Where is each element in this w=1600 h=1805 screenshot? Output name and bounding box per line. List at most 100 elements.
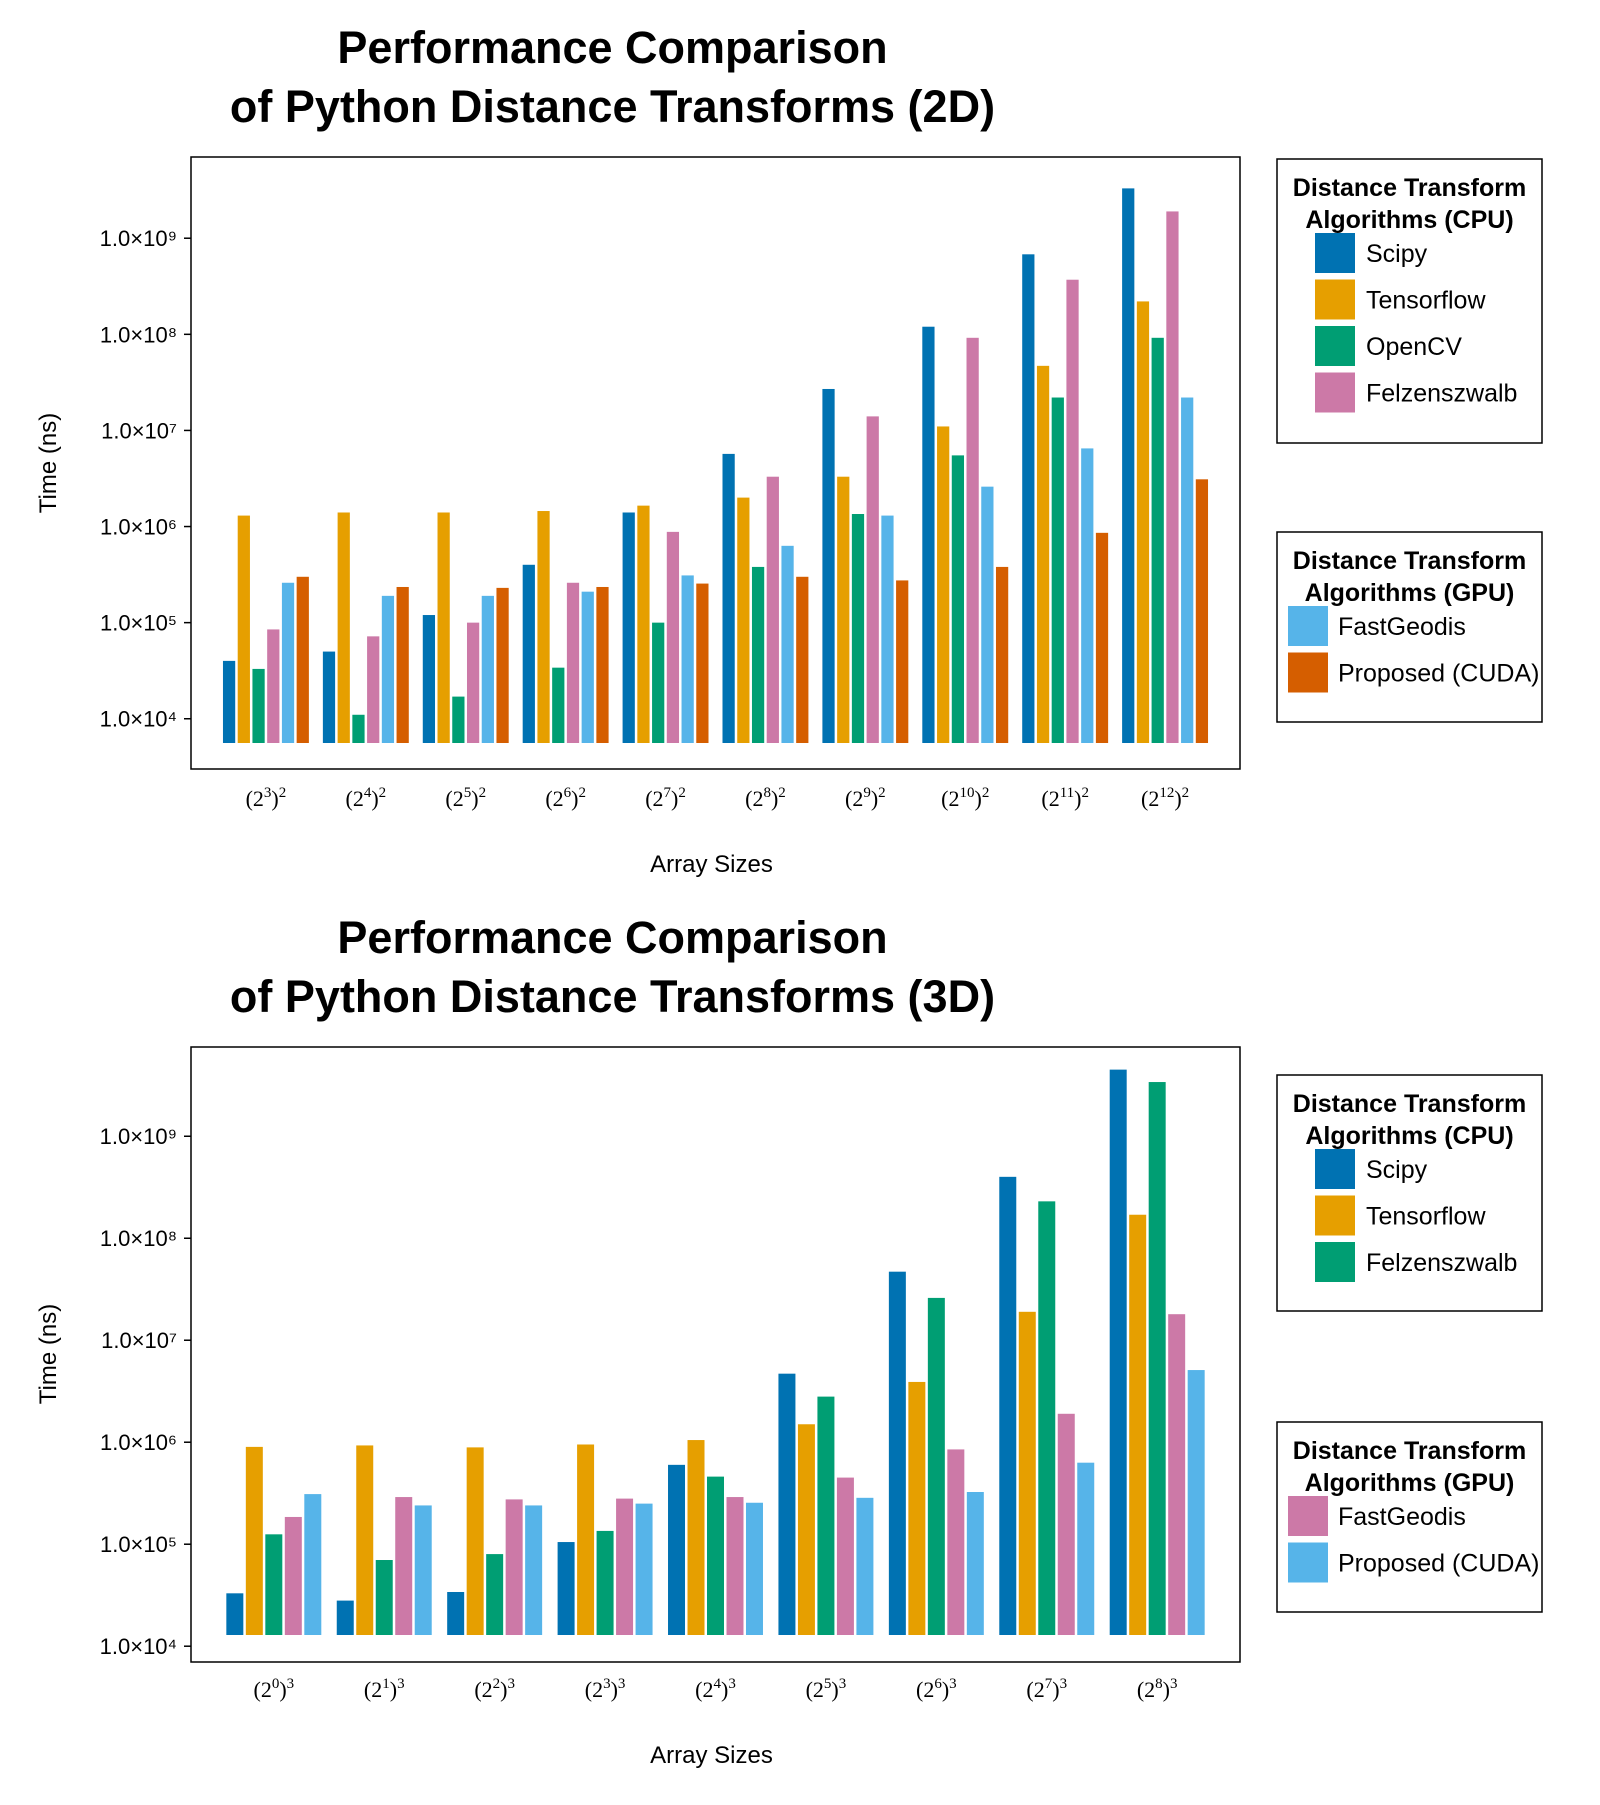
x-tick-paren: ( bbox=[346, 786, 353, 811]
x-tick-exp: 6 bbox=[934, 1676, 942, 1692]
y-tick-label: 1.0×10⁷ bbox=[101, 418, 177, 443]
bar-tensorflow bbox=[937, 426, 950, 743]
x-tick-base: 2 bbox=[482, 1677, 493, 1702]
x-tick-paren: ( bbox=[845, 786, 852, 811]
x-tick-exp: 11 bbox=[1060, 785, 1074, 801]
bar-fastgeodis bbox=[1081, 448, 1094, 743]
bar-scipy bbox=[822, 388, 835, 743]
bar-proposed-cuda bbox=[745, 1502, 763, 1635]
bar-felzenszwalb bbox=[966, 337, 979, 743]
x-tick-paren: ) bbox=[1174, 786, 1181, 811]
x-tick-power: 2 bbox=[1182, 785, 1190, 801]
x-tick-exp: 3 bbox=[603, 1676, 611, 1692]
bar-proposed-cuda bbox=[1095, 532, 1109, 743]
legend-title-line: Distance Transform bbox=[1293, 1437, 1526, 1465]
bar-proposed-cuda bbox=[496, 587, 509, 743]
x-tick-base: 2 bbox=[949, 786, 960, 811]
plot-frame bbox=[190, 1046, 1241, 1663]
x-tick-exp: 4 bbox=[364, 785, 372, 801]
bar-fastgeodis bbox=[781, 545, 794, 743]
x-tick-paren: ) bbox=[771, 786, 778, 811]
bar-proposed-cuda bbox=[1187, 1370, 1205, 1635]
x-tick-label: (24)2 bbox=[346, 785, 387, 811]
x-tick-base: 2 bbox=[1034, 1677, 1045, 1702]
bar-scipy bbox=[778, 1373, 796, 1635]
x-tick-exp: 8 bbox=[763, 785, 771, 801]
x-tick-power: 3 bbox=[1060, 1676, 1068, 1692]
x-tick-label: (27)3 bbox=[1026, 1676, 1067, 1702]
legend-label: FastGeodis bbox=[1338, 613, 1466, 641]
legend-label: Proposed (CUDA) bbox=[1338, 660, 1539, 688]
bar-opencv bbox=[552, 667, 565, 743]
legend-swatch bbox=[1315, 1195, 1355, 1236]
bar-opencv bbox=[1051, 397, 1064, 743]
y-tick-label: 1.0×10⁵ bbox=[100, 1532, 177, 1557]
y-tick-label: 1.0×10⁴ bbox=[100, 707, 177, 732]
x-tick-power: 2 bbox=[678, 785, 686, 801]
legend-title-line: Algorithms (GPU) bbox=[1305, 579, 1515, 607]
x-tick-base: 2 bbox=[752, 786, 763, 811]
x-tick-base: 2 bbox=[1049, 786, 1060, 811]
bar-tensorflow bbox=[537, 511, 550, 743]
bar-scipy bbox=[226, 1593, 244, 1635]
x-tick-power: 2 bbox=[982, 785, 990, 801]
x-tick-paren: ) bbox=[500, 1677, 507, 1702]
bar-felzenszwalb bbox=[596, 1530, 614, 1635]
legend-label: Proposed (CUDA) bbox=[1338, 1550, 1539, 1578]
bar-proposed-cuda bbox=[966, 1492, 984, 1635]
legend-swatch bbox=[1315, 326, 1355, 366]
x-tick-paren: ( bbox=[745, 786, 752, 811]
x-tick-paren: ) bbox=[1163, 1677, 1170, 1702]
legend-label: Tensorflow bbox=[1366, 1203, 1486, 1231]
y-tick-label: 1.0×10⁸ bbox=[100, 322, 177, 347]
legend-swatch bbox=[1315, 1242, 1355, 1282]
bar-fastgeodis bbox=[481, 595, 494, 743]
x-tick-paren: ) bbox=[721, 1677, 728, 1702]
x-tick-paren: ( bbox=[545, 786, 552, 811]
x-tick-paren: ) bbox=[271, 786, 278, 811]
legend-label: FastGeodis bbox=[1338, 1503, 1466, 1531]
legend-swatch bbox=[1315, 372, 1355, 413]
x-tick-paren: ) bbox=[942, 1677, 949, 1702]
x-tick-base: 2 bbox=[353, 786, 364, 811]
bar-scipy bbox=[1122, 188, 1135, 743]
x-tick-power: 2 bbox=[279, 785, 287, 801]
bar-proposed-cuda bbox=[396, 586, 409, 743]
bar-fastgeodis bbox=[836, 1477, 854, 1635]
legend-title-line: Algorithms (GPU) bbox=[1305, 1469, 1515, 1497]
x-tick-paren: ( bbox=[941, 786, 948, 811]
x-tick-paren: ( bbox=[695, 1677, 702, 1702]
bar-scipy bbox=[422, 615, 436, 743]
bar-tensorflow bbox=[245, 1446, 263, 1635]
bar-fastgeodis bbox=[1181, 397, 1194, 743]
bar-felzenszwalb bbox=[265, 1534, 283, 1635]
x-tick-exp: 10 bbox=[960, 785, 975, 801]
x-tick-exp: 7 bbox=[1045, 1676, 1053, 1692]
y-tick-label: 1.0×10⁸ bbox=[100, 1226, 177, 1251]
bar-proposed-cuda bbox=[596, 586, 609, 743]
bar-tensorflow bbox=[1036, 365, 1050, 743]
legend-label: Scipy bbox=[1366, 240, 1428, 268]
bar-opencv bbox=[452, 696, 465, 743]
x-tick-exp: 6 bbox=[564, 785, 572, 801]
x-tick-exp: 4 bbox=[714, 1676, 722, 1692]
chart-title-line: of Python Distance Transforms (2D) bbox=[230, 81, 995, 132]
x-tick-paren: ( bbox=[445, 786, 452, 811]
legend-label: Scipy bbox=[1366, 1156, 1428, 1184]
bar-proposed-cuda bbox=[525, 1505, 543, 1635]
x-tick-paren: ( bbox=[253, 1677, 260, 1702]
x-tick-paren: ) bbox=[871, 786, 878, 811]
bar-fastgeodis bbox=[726, 1497, 744, 1635]
x-tick-power: 3 bbox=[397, 1676, 405, 1692]
x-tick-paren: ( bbox=[916, 1677, 923, 1702]
x-tick-power: 2 bbox=[778, 785, 786, 801]
bar-felzenszwalb bbox=[1148, 1082, 1166, 1635]
legend-swatch bbox=[1315, 233, 1355, 273]
bar-proposed-cuda bbox=[635, 1503, 653, 1635]
bar-fastgeodis bbox=[395, 1497, 413, 1635]
bar-tensorflow bbox=[337, 512, 350, 743]
x-tick-paren: ) bbox=[571, 786, 578, 811]
x-tick-paren: ) bbox=[1074, 786, 1081, 811]
